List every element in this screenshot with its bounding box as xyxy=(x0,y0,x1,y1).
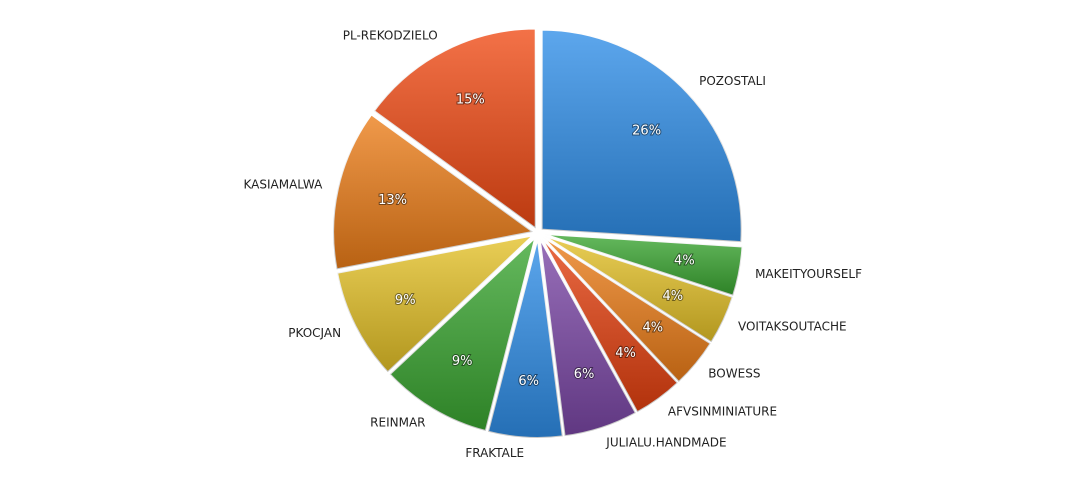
slice-shade xyxy=(389,237,536,432)
slice-label: JULIALU.HANDMADE xyxy=(605,436,726,450)
slice-percent: 9% xyxy=(395,293,416,308)
slice-shade xyxy=(541,29,742,243)
slice-percent: 4% xyxy=(615,346,636,361)
slice-percent: 26% xyxy=(632,124,661,139)
slice-label: PL-REKODZIELO xyxy=(343,29,438,43)
slice-percent: 13% xyxy=(378,193,407,208)
slice-label: REINMAR xyxy=(370,416,425,430)
slice-label: PKOCJAN xyxy=(288,326,341,340)
slice-percent: 9% xyxy=(452,354,473,369)
slice-percent: 15% xyxy=(456,93,485,108)
slice-shade xyxy=(337,235,534,373)
slice-shade xyxy=(541,236,711,382)
slice-shade xyxy=(373,28,536,229)
slice-label: MAKEITYOURSELF xyxy=(755,267,862,281)
slice-shade xyxy=(540,237,678,413)
slice-label: POZOSTALI xyxy=(699,74,766,88)
slice-percent: 4% xyxy=(642,320,663,335)
slice-shade xyxy=(487,237,563,438)
slice-label: FRAKTALE xyxy=(465,446,524,460)
slice-label: AFVSINMINIATURE xyxy=(668,404,777,418)
slice-shade xyxy=(539,237,636,437)
slice-label: BOWESS xyxy=(708,366,760,380)
slice-percent: 4% xyxy=(674,253,695,268)
slice-shade xyxy=(333,114,534,270)
slice-label: KASIAMALWA xyxy=(244,177,324,191)
slice-percent: 4% xyxy=(663,289,684,304)
slice-shade xyxy=(542,235,733,343)
slice-shade xyxy=(542,233,743,296)
slice-label: VOITAKSOUTACHE xyxy=(738,320,847,334)
slice-percent: 6% xyxy=(518,374,539,389)
slice-percent: 6% xyxy=(574,367,595,382)
